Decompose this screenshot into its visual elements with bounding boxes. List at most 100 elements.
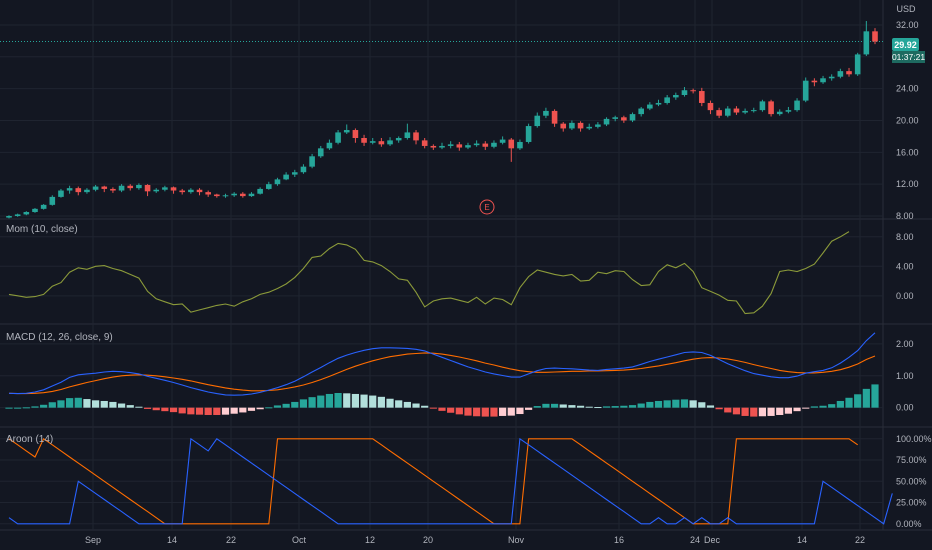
candle[interactable]: [196, 188, 203, 196]
candle[interactable]: [343, 124, 350, 135]
candle[interactable]: [699, 87, 705, 107]
candle[interactable]: [101, 185, 108, 193]
candle[interactable]: [828, 74, 835, 81]
candle[interactable]: [664, 95, 670, 105]
candle[interactable]: [84, 188, 90, 194]
candle[interactable]: [768, 99, 774, 117]
candle[interactable]: [326, 139, 333, 150]
candle[interactable]: [759, 99, 766, 112]
candle[interactable]: [23, 211, 30, 216]
candle[interactable]: [499, 136, 506, 145]
candle[interactable]: [257, 187, 263, 195]
candle[interactable]: [75, 186, 82, 196]
aroon-pane[interactable]: [8, 437, 893, 525]
candle[interactable]: [733, 106, 740, 115]
candle[interactable]: [240, 192, 246, 198]
earnings-marker[interactable]: E: [479, 199, 495, 215]
candle[interactable]: [378, 137, 385, 147]
candle[interactable]: [179, 188, 185, 195]
candle[interactable]: [144, 184, 151, 197]
candle[interactable]: [595, 122, 601, 129]
candle[interactable]: [681, 87, 688, 97]
candle[interactable]: [846, 67, 852, 77]
candle[interactable]: [742, 108, 748, 115]
candle[interactable]: [49, 195, 56, 206]
candle[interactable]: [118, 184, 125, 193]
candle[interactable]: [300, 164, 307, 174]
candle[interactable]: [673, 92, 679, 100]
candle[interactable]: [586, 123, 593, 131]
candle[interactable]: [508, 137, 515, 162]
candle[interactable]: [127, 184, 134, 191]
candle[interactable]: [430, 144, 437, 150]
candle[interactable]: [690, 88, 696, 94]
candle[interactable]: [863, 20, 870, 57]
candle[interactable]: [110, 187, 116, 193]
momentum-pane[interactable]: [8, 231, 850, 315]
candle[interactable]: [58, 188, 64, 198]
candle[interactable]: [188, 188, 194, 194]
candle[interactable]: [291, 169, 298, 177]
candle[interactable]: [560, 122, 567, 132]
candle[interactable]: [421, 137, 428, 149]
aroon-down-line[interactable]: [8, 437, 893, 525]
candle[interactable]: [170, 186, 177, 194]
candle[interactable]: [525, 123, 532, 144]
macd-pane[interactable]: [5, 332, 879, 417]
candle[interactable]: [785, 106, 792, 114]
candle[interactable]: [482, 141, 489, 150]
candle[interactable]: [491, 140, 497, 149]
candle[interactable]: [465, 142, 471, 150]
candle[interactable]: [820, 75, 826, 84]
candle[interactable]: [274, 177, 281, 186]
candle[interactable]: [456, 141, 463, 151]
candle[interactable]: [569, 120, 575, 131]
candle[interactable]: [543, 107, 549, 119]
candle[interactable]: [205, 190, 211, 197]
candle[interactable]: [231, 192, 237, 197]
candle[interactable]: [248, 192, 255, 197]
candle[interactable]: [837, 68, 844, 79]
candle[interactable]: [222, 193, 229, 198]
candle[interactable]: [6, 215, 12, 219]
candle[interactable]: [534, 112, 541, 128]
candle[interactable]: [724, 106, 731, 118]
candle[interactable]: [854, 52, 861, 76]
candle[interactable]: [647, 102, 653, 111]
candle[interactable]: [162, 185, 168, 192]
candle[interactable]: [369, 137, 376, 145]
candle[interactable]: [872, 28, 878, 45]
candle[interactable]: [92, 184, 99, 192]
candle[interactable]: [309, 153, 315, 169]
candle[interactable]: [439, 142, 445, 150]
momentum-line[interactable]: [8, 231, 850, 315]
candle[interactable]: [551, 109, 558, 127]
candle[interactable]: [352, 128, 359, 143]
candle[interactable]: [750, 107, 757, 113]
candle[interactable]: [473, 140, 480, 147]
candle[interactable]: [214, 193, 220, 198]
candle[interactable]: [283, 172, 289, 181]
candle[interactable]: [317, 145, 324, 158]
candle[interactable]: [655, 99, 662, 107]
candle[interactable]: [811, 78, 818, 87]
candle[interactable]: [32, 208, 38, 213]
candle[interactable]: [707, 100, 714, 115]
candle[interactable]: [335, 130, 341, 145]
candle[interactable]: [66, 185, 73, 194]
candle[interactable]: [136, 183, 142, 190]
candle[interactable]: [603, 117, 610, 127]
candle[interactable]: [517, 139, 523, 150]
price-pane[interactable]: [0, 20, 883, 219]
candle[interactable]: [629, 112, 636, 123]
candle[interactable]: [776, 109, 783, 116]
signal-line[interactable]: [8, 352, 876, 395]
candle[interactable]: [621, 115, 627, 123]
candle[interactable]: [612, 115, 618, 122]
candle[interactable]: [802, 77, 809, 103]
candle[interactable]: [266, 181, 272, 190]
candle[interactable]: [404, 123, 411, 140]
candle[interactable]: [794, 98, 800, 112]
candle[interactable]: [387, 137, 393, 146]
